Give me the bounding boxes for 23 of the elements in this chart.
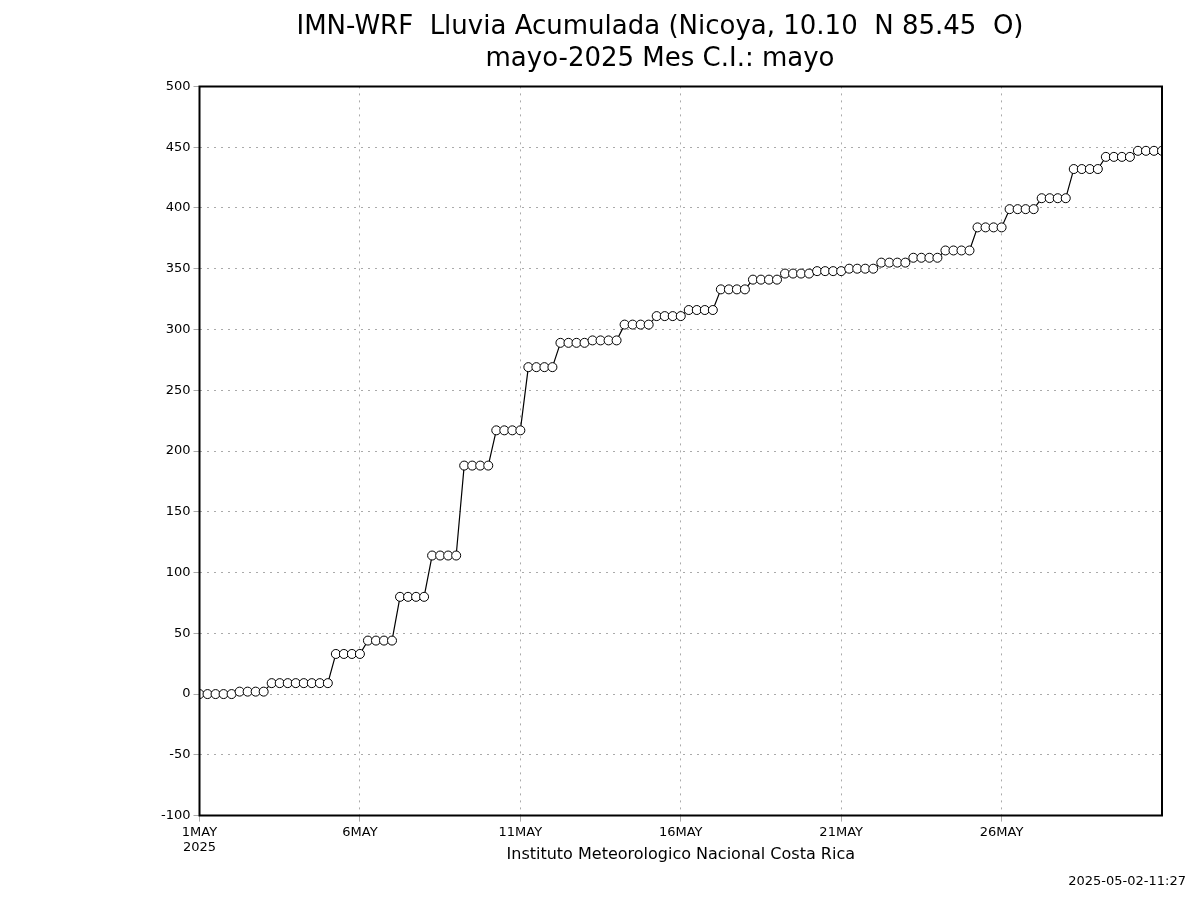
y-tick-label: 150 [165, 503, 191, 519]
y-tick-label: 250 [165, 381, 191, 397]
y-tick-label: 50 [173, 624, 191, 640]
y-tick-label: -50 [169, 746, 191, 762]
x-tick-label: 21MAY [819, 823, 864, 839]
y-tick-label: 0 [182, 685, 191, 701]
y-tick-label: -100 [160, 806, 191, 822]
x-tick-label: 11MAY [498, 823, 543, 839]
chart-title: IMN-WRF Lluvia Acumulada (Nicoya, 10.10 N 85.45 O) [296, 10, 1024, 41]
y-tick-label: 400 [165, 199, 191, 215]
y-tick-label: 450 [165, 138, 191, 154]
chart-subtitle: mayo-2025 Mes C.I.: mayo [485, 41, 835, 72]
x-tick-label: 16MAY [658, 823, 703, 839]
y-tick-label: 200 [165, 442, 191, 458]
text: 2025-05-02-11:27 [1068, 872, 1186, 888]
x-tick-label: 6MAY [342, 823, 378, 839]
y-tick-label: 100 [165, 563, 191, 579]
y-tick-label: 350 [165, 260, 191, 276]
y-tick-label: 500 [165, 77, 191, 93]
x-axis-title: Instituto Meteorologico Nacional Costa Rica [506, 843, 855, 863]
y-tick-label: 300 [165, 320, 191, 336]
x-tick-label: 1MAY 2025 [181, 823, 218, 855]
x-tick-label: 26MAY [979, 823, 1024, 839]
